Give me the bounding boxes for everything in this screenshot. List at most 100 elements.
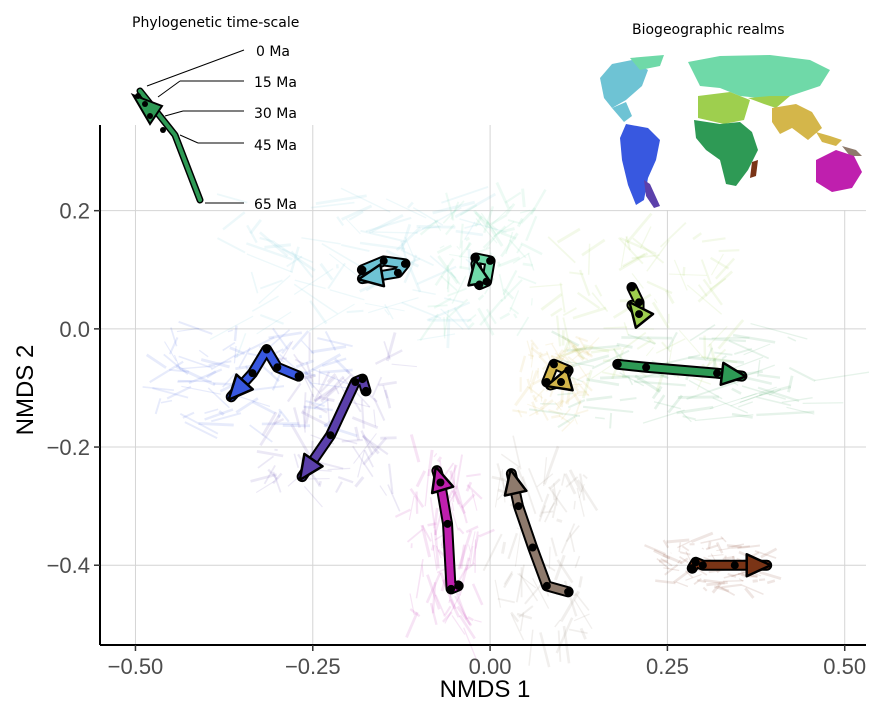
lineage-line (561, 346, 570, 356)
lineage-line (318, 414, 323, 419)
lineage-line (303, 392, 307, 414)
timescale-point (135, 93, 141, 99)
lineage-line (391, 363, 418, 368)
lineage-line (485, 308, 497, 325)
lineage-line (529, 407, 545, 417)
lineage-line (701, 237, 726, 243)
lineage-line (541, 398, 548, 406)
lineage-line (465, 481, 473, 492)
lineage-line (466, 313, 477, 323)
lineage-line (612, 348, 625, 362)
lineage-line (152, 387, 189, 399)
lineage-line (207, 387, 230, 409)
lineage-line (697, 270, 734, 303)
lineage-line (340, 187, 391, 213)
lineage-line (587, 243, 591, 275)
timescale-title: Phylogenetic time-scale (132, 15, 299, 31)
lineage-line (632, 237, 665, 264)
lineage-line (518, 605, 534, 618)
timescale-label: 0 Ma (256, 44, 290, 60)
lineage-line (427, 522, 437, 527)
lineage-line (694, 414, 754, 422)
lineage-line (494, 579, 502, 608)
lineage-line (515, 564, 525, 603)
lineage-line (259, 279, 283, 290)
lineage-line (256, 450, 284, 458)
lineage-line (314, 394, 323, 403)
lineage-line (507, 219, 522, 225)
lineage-line (446, 298, 469, 320)
lineage-line (740, 386, 777, 400)
lineage-line (216, 193, 248, 204)
trajectory-point (273, 363, 282, 372)
lineage-line (572, 344, 586, 360)
lineage-line (706, 581, 728, 587)
lineage-line (625, 235, 632, 251)
lineage-line (497, 597, 515, 604)
lineage-line (454, 192, 497, 219)
lineage-line (182, 411, 195, 419)
lineage-line (278, 353, 300, 372)
lineage-line (169, 368, 190, 373)
oceanian-region (816, 132, 842, 146)
lineage-line (707, 554, 724, 557)
lineage-line (459, 218, 507, 233)
lineage-line (594, 416, 605, 420)
lineage-line (496, 463, 506, 490)
lineage-line (536, 473, 554, 488)
lineage-line (308, 303, 355, 332)
lineage-line (305, 361, 314, 383)
lineage-line (446, 318, 451, 349)
lineage-line (655, 338, 686, 354)
lineage-line (644, 544, 667, 556)
lineage-line (450, 271, 461, 285)
lineage-line (388, 463, 394, 495)
lineage-line (565, 525, 580, 543)
lineage-line (500, 231, 517, 240)
lineage-line (722, 555, 735, 561)
lineage-line (768, 388, 782, 396)
lineage-line (572, 346, 589, 361)
lineage-line (516, 217, 524, 228)
lineage-line (277, 411, 282, 419)
lineage-line (720, 536, 727, 543)
lineage-line (472, 531, 479, 564)
lineage-line (484, 278, 495, 295)
lineage-line (479, 298, 504, 326)
lineage-line (384, 309, 390, 316)
lineage-line (616, 342, 633, 349)
lineage-line (471, 583, 484, 606)
lineage-line (412, 207, 444, 226)
lineage-line (293, 283, 339, 315)
lineage-line (184, 421, 218, 440)
lineage-line (530, 354, 534, 368)
lineage-line (309, 300, 328, 325)
lineage-line (677, 540, 692, 549)
lineage-line (416, 265, 457, 286)
lineage-line (516, 466, 526, 487)
lineage-line (517, 275, 537, 285)
lineage-line (319, 368, 353, 374)
lineage-line (382, 385, 389, 399)
lineage-line (455, 454, 464, 490)
lineage-line (233, 345, 237, 364)
sino-japanese-region (748, 96, 790, 108)
lineage-line (178, 320, 213, 335)
lineage-line (407, 201, 414, 209)
lineage-line (443, 309, 450, 336)
lineage-line (738, 401, 754, 408)
map-title: Biogeographic realms (632, 22, 785, 38)
lineage-line (526, 340, 532, 355)
lineage-line (341, 204, 373, 221)
lineage-line (646, 280, 673, 295)
lineage-line (527, 253, 535, 271)
lineage-line (586, 378, 620, 387)
lineage-line (533, 388, 546, 401)
lineage-line (655, 372, 665, 392)
lineage-line (497, 261, 502, 267)
lineage-line (443, 605, 452, 618)
lineage-line (459, 223, 464, 249)
lineage-line (354, 476, 365, 488)
lineage-line (497, 256, 521, 268)
lineage-line (503, 570, 514, 585)
